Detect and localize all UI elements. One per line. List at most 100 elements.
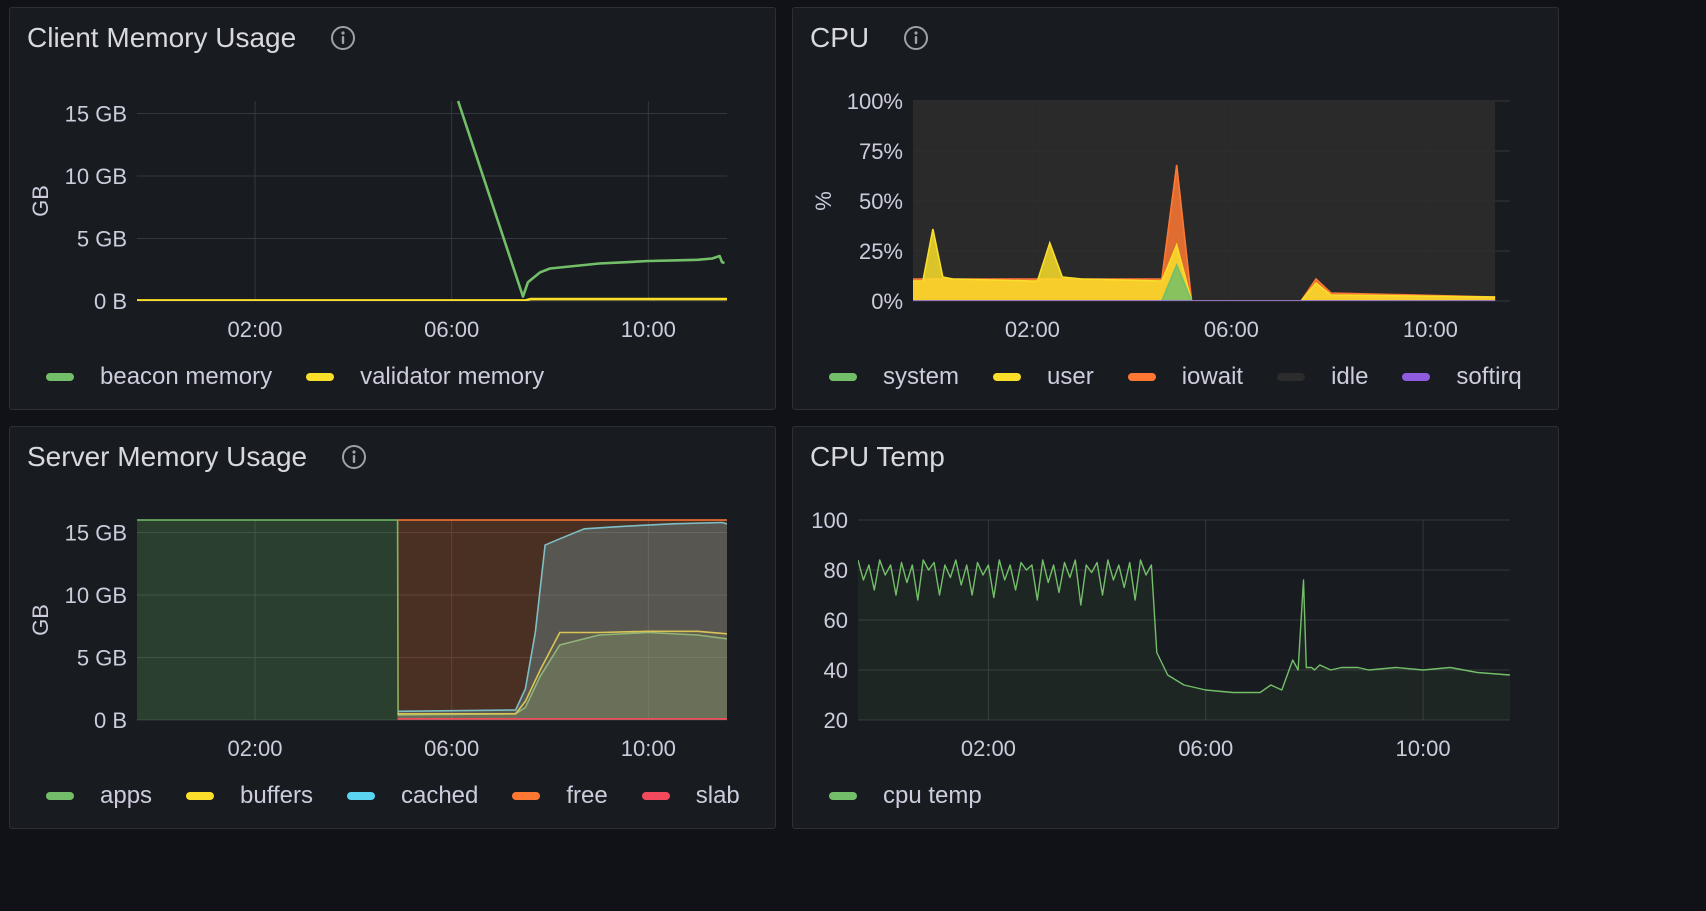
y-tick-label: 100 (811, 508, 848, 533)
legend-label: softirq (1456, 363, 1522, 390)
panel-title: Client Memory Usage (27, 22, 356, 54)
legend-item-apps[interactable]: apps (46, 782, 152, 810)
legend-item-cached[interactable]: cached (346, 782, 479, 810)
server-memory-panel: Server Memory Usage 0 B 5 GB 10 GB 15 GB 02:… (9, 426, 776, 829)
series-buffers-area (397, 631, 727, 720)
legend-swatch (829, 792, 857, 800)
y-tick-label: 100% (847, 89, 903, 114)
y-tick-label: 10 GB (65, 583, 127, 608)
series-apps-line (137, 519, 727, 716)
series-free-area (397, 520, 727, 720)
series-cached-area (397, 522, 727, 720)
legend-label: free (566, 782, 608, 809)
legend-label: validator memory (360, 363, 545, 390)
series-cached-line (397, 521, 727, 713)
info-icon[interactable] (341, 444, 367, 470)
series-iowait-line (913, 164, 1496, 301)
server-memory-chart[interactable]: 0 B 5 GB 10 GB 15 GB 02:00 06:00 10:00 GB (10, 427, 777, 767)
legend-label: beacon memory (100, 363, 273, 390)
series-beacon-memory-line (456, 100, 725, 298)
x-tick-label: 10:00 (621, 317, 676, 342)
y-tick-label: 20 (824, 708, 848, 733)
client-memory-chart[interactable]: 0 B 5 GB 10 GB 15 GB 02:00 06:00 10:00 GB (10, 8, 777, 348)
legend: apps buffers cached free slab (46, 782, 774, 810)
cpu-temp-title: CPU Temp (810, 441, 945, 472)
x-tick-label: 02:00 (961, 736, 1016, 761)
legend-item-slab[interactable]: slab (641, 782, 740, 810)
y-tick-label: 5 GB (77, 646, 127, 671)
series-user-area (913, 229, 1496, 301)
plot-area (137, 100, 727, 301)
legend: beacon memory validator memory (46, 363, 578, 391)
x-tick-label: 10:00 (1403, 317, 1458, 342)
y-axis-label: GB (28, 604, 53, 636)
series-system-line (913, 262, 1496, 301)
series-cpu-temp-line (858, 559, 1510, 694)
y-tick-label: 50% (859, 189, 903, 214)
legend-label: buffers (240, 782, 313, 809)
legend-item-softirq[interactable]: softirq (1402, 363, 1522, 391)
cpu-temp-panel: CPU Temp 20 40 60 80 100 02:00 06:00 10:00 cpu … (792, 426, 1559, 829)
series-apps-area (137, 520, 727, 720)
y-tick-label: 0 B (94, 289, 127, 314)
legend-item-beacon-memory[interactable]: beacon memory (46, 363, 272, 391)
legend-item-iowait[interactable]: iowait (1127, 363, 1244, 391)
x-tick-label: 06:00 (1204, 317, 1259, 342)
legend-label: iowait (1181, 363, 1244, 390)
legend-label: user (1047, 363, 1094, 390)
legend-item-system[interactable]: system (829, 363, 959, 391)
series-validator-memory-line (137, 297, 727, 301)
client-memory-title: Client Memory Usage (27, 22, 297, 53)
y-tick-label: 0% (871, 289, 903, 314)
legend-swatch (993, 373, 1022, 381)
legend-swatch (1402, 373, 1431, 381)
server-memory-title: Server Memory Usage (27, 441, 308, 472)
legend-swatch (46, 373, 74, 381)
y-tick-label: 15 GB (65, 521, 127, 546)
y-axis-label: GB (28, 185, 53, 217)
plot-area (858, 559, 1510, 720)
panel-title: Server Memory Usage (27, 441, 367, 473)
y-tick-label: 75% (859, 139, 903, 164)
client-memory-panel: Client Memory Usage 0 B 5 GB 10 GB 15 GB 02:… (9, 7, 776, 410)
series-idle-area (913, 101, 1496, 301)
legend-item-cpu-temp[interactable]: cpu temp (829, 782, 982, 810)
legend: system user iowait idle softirq (829, 363, 1556, 391)
legend-item-validator-memory[interactable]: validator memory (306, 363, 544, 391)
legend-swatch (829, 373, 857, 381)
legend-swatch (641, 792, 670, 800)
info-icon[interactable] (903, 25, 929, 51)
legend-label: apps (100, 782, 153, 809)
legend-swatch (306, 373, 335, 381)
legend-label: cached (400, 782, 479, 809)
x-tick-label: 02:00 (227, 317, 282, 342)
y-tick-label: 40 (824, 658, 848, 683)
plot-area (913, 101, 1496, 301)
legend-swatch (186, 792, 215, 800)
legend-label: idle (1331, 363, 1369, 390)
cpu-title: CPU (810, 22, 870, 53)
legend-label: slab (695, 782, 740, 809)
legend-item-free[interactable]: free (512, 782, 608, 810)
legend-item-idle[interactable]: idle (1277, 363, 1368, 391)
cpu-temp-chart[interactable]: 20 40 60 80 100 02:00 06:00 10:00 (793, 427, 1560, 767)
cpu-chart[interactable]: 0% 25% 50% 75% 100% 02:00 06:00 10:00% (793, 8, 1560, 348)
x-tick-label: 02:00 (1005, 317, 1060, 342)
legend-label: system (883, 363, 960, 390)
series-buffers-line (397, 630, 727, 715)
cpu-panel: CPU 0% 25% 50% 75% 100% 02:00 06:00 10:00% syst… (792, 7, 1559, 410)
legend-swatch (512, 792, 541, 800)
panel-title: CPU Temp (810, 441, 945, 473)
legend-item-buffers[interactable]: buffers (186, 782, 313, 810)
y-axis-label: % (811, 191, 836, 211)
legend-item-user[interactable]: user (993, 363, 1094, 391)
y-tick-label: 10 GB (65, 164, 127, 189)
y-tick-label: 25% (859, 239, 903, 264)
info-icon[interactable] (330, 25, 356, 51)
x-tick-label: 10:00 (621, 736, 676, 761)
y-tick-label: 5 GB (77, 227, 127, 252)
legend: cpu temp (829, 782, 1016, 810)
y-tick-label: 60 (824, 608, 848, 633)
series-cpu-temp-area (858, 560, 1510, 720)
legend-label: cpu temp (883, 782, 982, 809)
